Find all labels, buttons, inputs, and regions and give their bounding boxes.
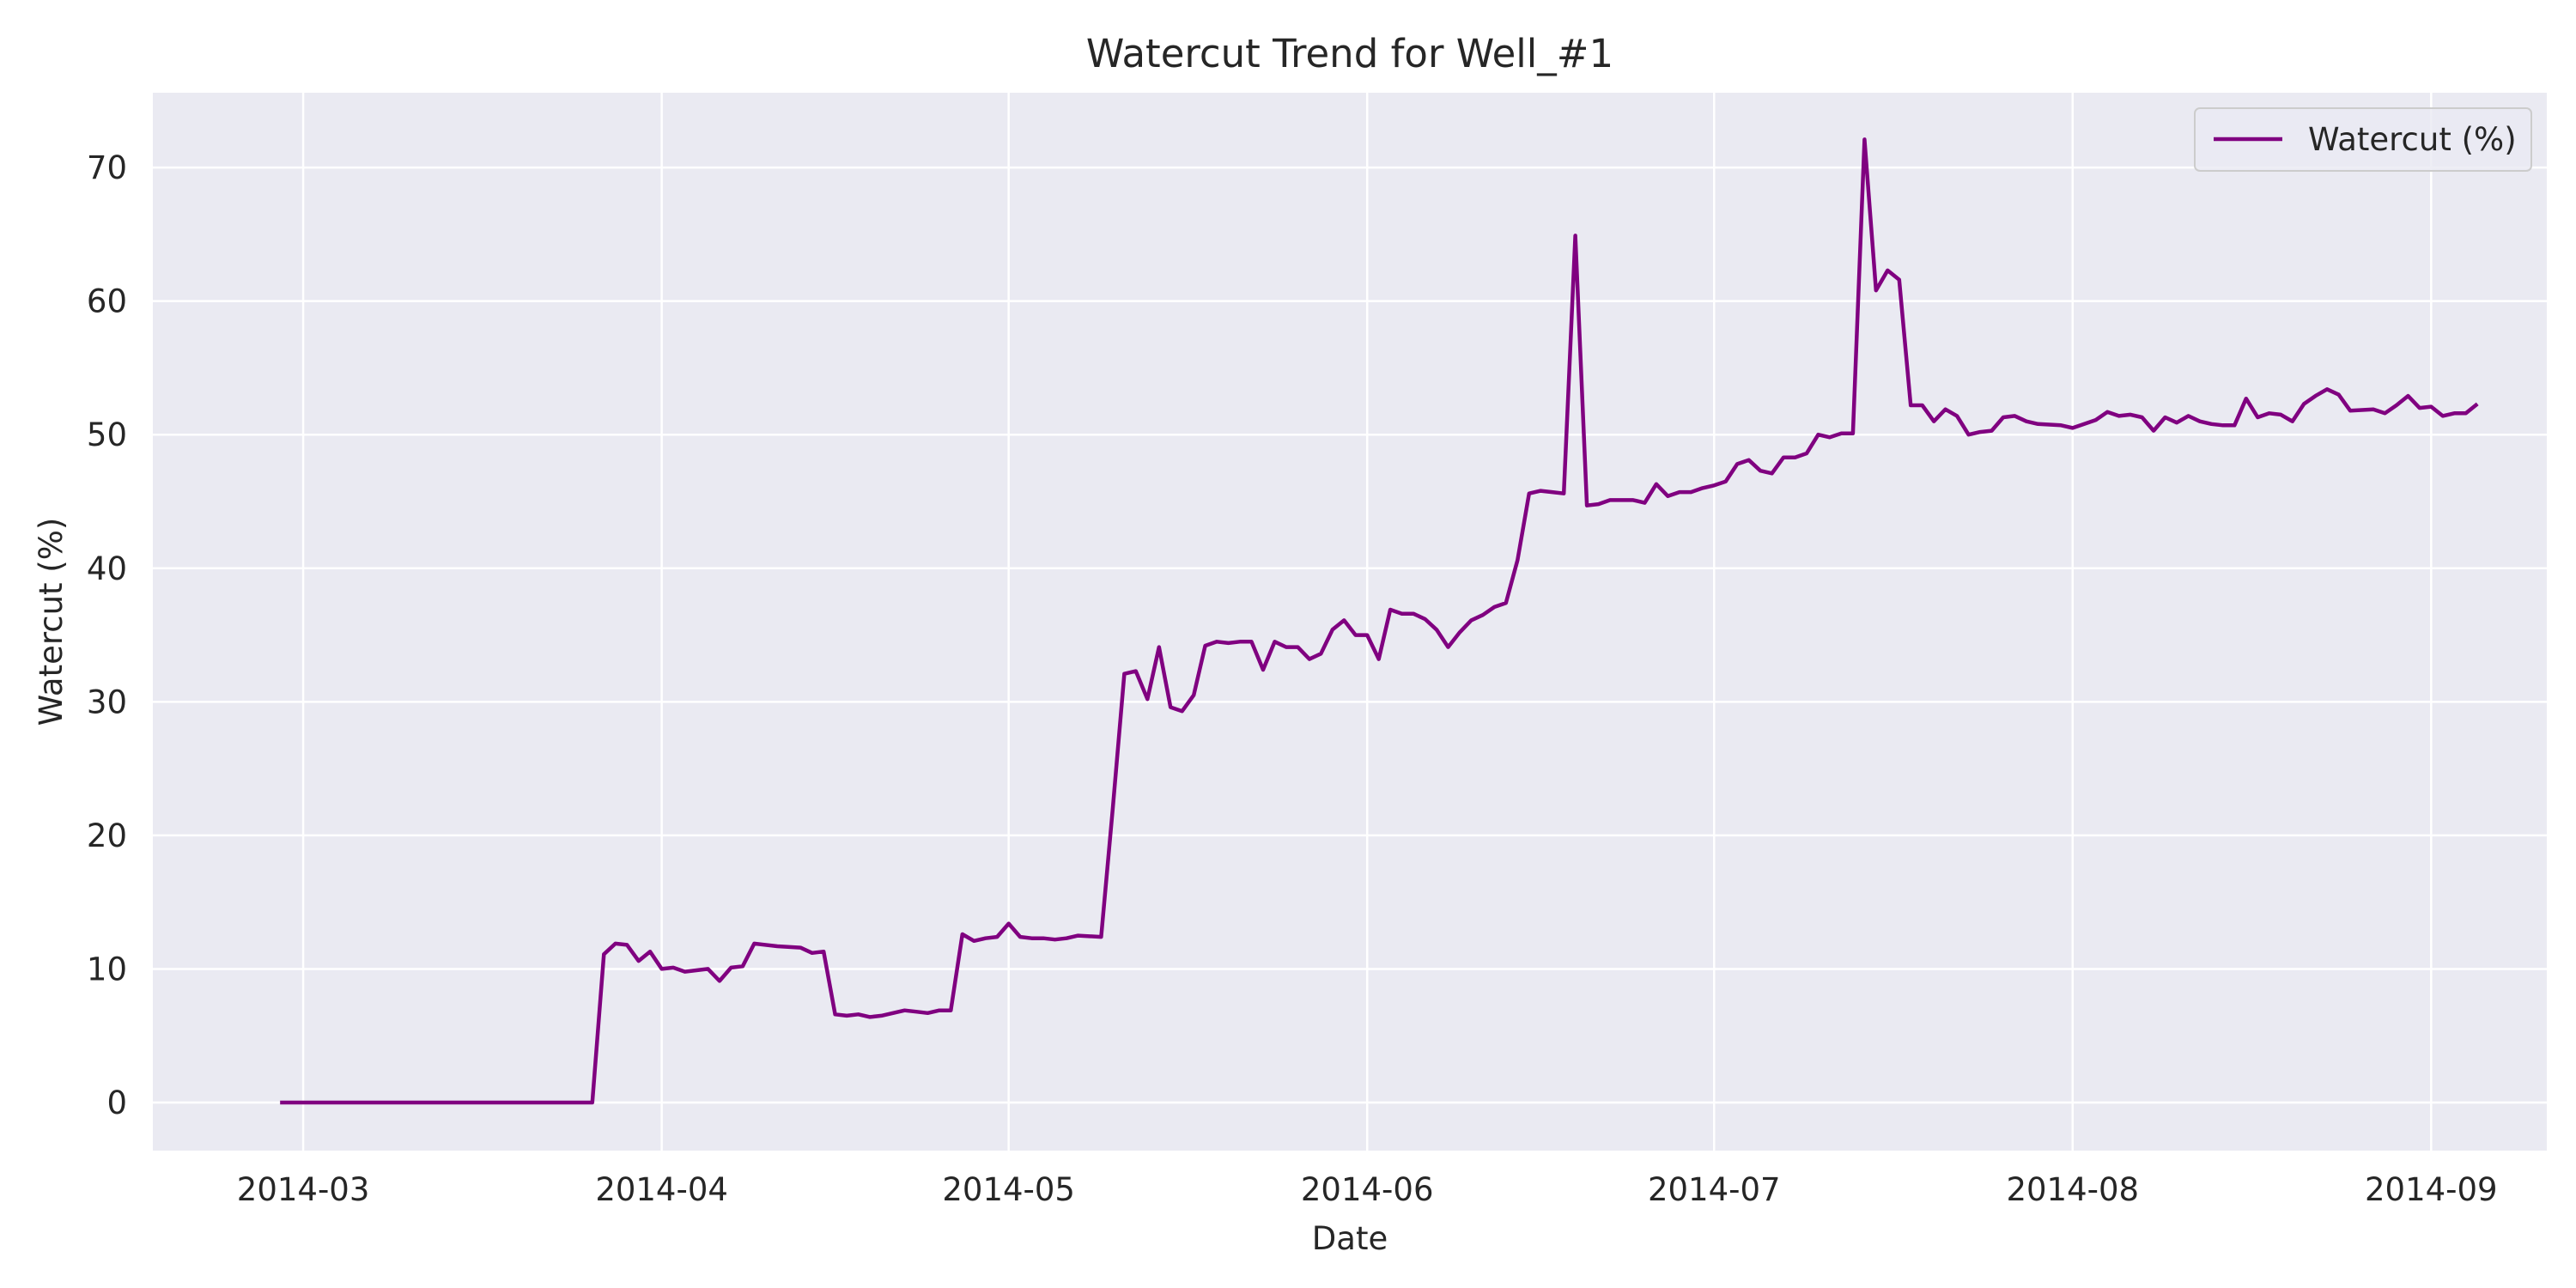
series-line-watercut	[280, 137, 2479, 1105]
y-tick-label: 10	[87, 951, 127, 987]
x-axis-ticks: 2014-03 2014-04 2014-05 2014-06 2014-07 2014-…	[237, 1171, 2498, 1208]
y-tick-label: 30	[87, 683, 127, 720]
y-tick-label: 40	[87, 550, 127, 587]
x-tick-label: 2014-03	[237, 1171, 370, 1208]
x-tick-label: 2014-08	[2006, 1171, 2139, 1208]
x-axis-title: Date	[1312, 1220, 1388, 1257]
legend-box	[2194, 107, 2532, 172]
plot-area	[153, 93, 2547, 1151]
y-tick-label: 60	[87, 283, 127, 320]
x-tick-label: 2014-06	[1301, 1171, 1434, 1208]
legend: Watercut (%)	[2194, 107, 2532, 172]
legend-label: Watercut (%)	[2308, 121, 2517, 158]
y-tick-label: 70	[87, 149, 127, 186]
y-axis-ticks: 0 10 20 30 40 50 60 70	[87, 149, 127, 1121]
y-axis-title: Watercut (%)	[33, 518, 70, 726]
x-tick-label: 2014-07	[1648, 1171, 1781, 1208]
chart-title: Watercut Trend for Well_#1	[1086, 31, 1613, 76]
y-tick-label: 0	[106, 1084, 127, 1121]
series-layer	[280, 137, 2479, 1105]
x-tick-label: 2014-04	[595, 1171, 728, 1208]
y-tick-label: 50	[87, 416, 127, 453]
y-tick-label: 20	[87, 817, 127, 854]
x-tick-label: 2014-09	[2365, 1171, 2498, 1208]
x-tick-label: 2014-05	[942, 1171, 1075, 1208]
grid-lines	[153, 93, 2547, 1151]
